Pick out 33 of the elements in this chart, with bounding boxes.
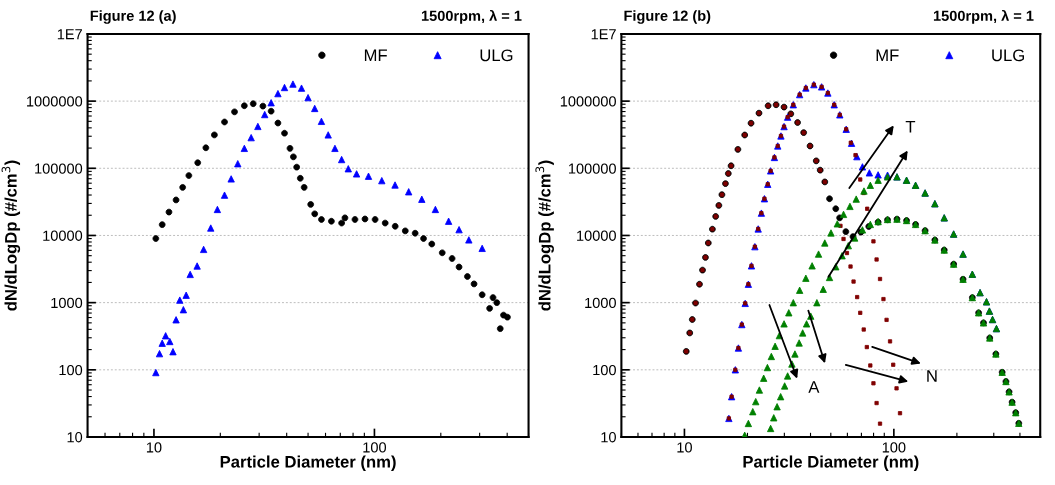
annotation: N — [927, 370, 937, 382]
x-tick-label: 100 — [882, 442, 906, 453]
legend-label: MF — [876, 49, 899, 62]
y-tick-label: 100000 — [568, 163, 616, 174]
legend-label: ULG — [992, 49, 1024, 62]
x-tick-label: 100 — [363, 442, 387, 453]
chart-subtitle: 1500rpm, λ = 1 — [933, 9, 1034, 24]
y-axis-title: dN/dLogDp (#/cm$^{3}$) — [1, 160, 21, 311]
y-tick-label: 1000 — [51, 297, 83, 309]
y-tick-label: 10000 — [577, 230, 616, 241]
x-tick-label: 10 — [146, 442, 162, 453]
x-axis-title: Particle Diameter (nm) — [743, 455, 919, 471]
y-tick-label: 1000000 — [560, 96, 616, 107]
y-tick-label: 10 — [601, 432, 616, 443]
chart-title: Figure 12 (b) — [624, 10, 711, 24]
y-tick-label: 1E7 — [591, 29, 616, 40]
y-tick-label: 1000000 — [27, 96, 83, 107]
y-tick-label: 100 — [593, 364, 616, 376]
chart-title: Figure 12 (a) — [90, 10, 176, 24]
y-tick-label: 100 — [59, 364, 83, 376]
y-tick-label: 1000 — [585, 297, 616, 309]
y-tick-label: 10 — [67, 432, 83, 443]
y-tick-label: 10000 — [43, 230, 83, 241]
legend-label: ULG — [480, 49, 513, 62]
annotation: T — [905, 121, 916, 133]
annotation: A — [808, 381, 820, 393]
x-tick-label: 10 — [677, 442, 692, 453]
chart-subtitle: 1500rpm, λ = 1 — [421, 9, 522, 24]
legend-label: MF — [364, 49, 387, 62]
y-tick-label: 100000 — [35, 163, 83, 174]
y-axis-title: dN/dLogDp (#/cm$^{3}$) — [535, 160, 554, 311]
y-tick-label: 1E7 — [57, 29, 82, 40]
x-axis-title: Particle Diameter (nm) — [220, 455, 396, 471]
